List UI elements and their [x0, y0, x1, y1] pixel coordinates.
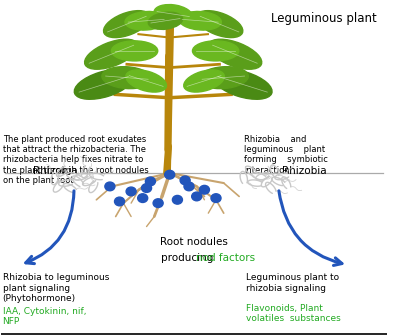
Text: Rhizobia    and
leguminous    plant
forming    symbiotic
interaction: Rhizobia and leguminous plant forming sy… [244, 134, 328, 175]
Ellipse shape [104, 11, 150, 38]
Circle shape [153, 199, 163, 208]
Circle shape [138, 194, 148, 203]
Text: The plant produced root exudates
that attract the rhizobacteria. The
rhizobacter: The plant produced root exudates that at… [3, 134, 148, 185]
Ellipse shape [196, 11, 243, 38]
Circle shape [114, 197, 124, 206]
Text: Leguminous plant: Leguminous plant [271, 12, 376, 26]
Circle shape [142, 184, 152, 193]
Ellipse shape [208, 39, 262, 69]
Circle shape [172, 196, 182, 204]
Circle shape [211, 194, 221, 203]
Ellipse shape [84, 39, 138, 69]
FancyArrowPatch shape [26, 191, 74, 264]
Text: IAA, Cytokinin, nif,
NFP: IAA, Cytokinin, nif, NFP [3, 307, 86, 326]
Ellipse shape [112, 41, 158, 61]
Circle shape [126, 187, 136, 196]
Text: Root nodules: Root nodules [160, 237, 228, 247]
Circle shape [105, 182, 115, 191]
Circle shape [184, 182, 194, 191]
Circle shape [200, 185, 210, 194]
Ellipse shape [102, 67, 152, 89]
Ellipse shape [184, 70, 224, 92]
Ellipse shape [154, 5, 192, 24]
Circle shape [192, 192, 202, 201]
Circle shape [165, 170, 175, 179]
FancyArrowPatch shape [279, 191, 342, 265]
Text: producing: producing [161, 253, 216, 263]
Text: nod factors: nod factors [196, 253, 255, 263]
Ellipse shape [179, 11, 221, 30]
Ellipse shape [126, 70, 166, 92]
Ellipse shape [198, 67, 248, 89]
Ellipse shape [74, 70, 133, 99]
Ellipse shape [192, 41, 239, 61]
Circle shape [145, 177, 156, 186]
Ellipse shape [125, 11, 167, 30]
Ellipse shape [213, 70, 272, 99]
Ellipse shape [148, 12, 183, 30]
Text: Rhizobia: Rhizobia [282, 166, 327, 176]
Text: Rhizobia: Rhizobia [34, 166, 78, 176]
Text: Rhizobia to leguminous
plant signaling
(Phytohormone): Rhizobia to leguminous plant signaling (… [3, 274, 109, 303]
Text: Flavonoids, Plant
volatiles  substances: Flavonoids, Plant volatiles substances [246, 303, 340, 323]
Circle shape [180, 176, 190, 185]
Text: Leguminous plant to
rhizobia signaling: Leguminous plant to rhizobia signaling [246, 274, 339, 293]
